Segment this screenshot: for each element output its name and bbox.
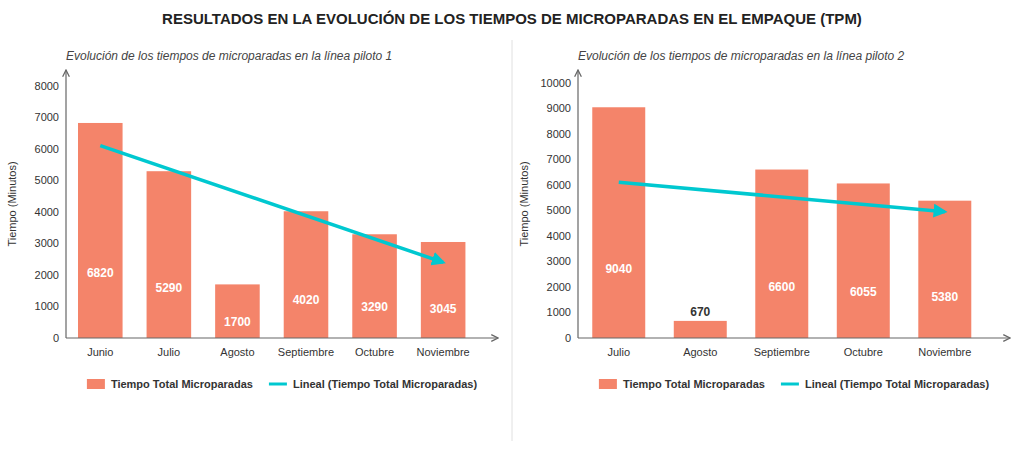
y-tick-label: 3000 bbox=[547, 255, 571, 267]
legend-item: Tiempo Total Microparadas bbox=[87, 378, 253, 390]
legend-swatch bbox=[781, 383, 799, 386]
data-label: 6600 bbox=[768, 280, 795, 294]
y-tick-label: 2000 bbox=[547, 281, 571, 293]
y-axis-label: Tiempo (Minutos) bbox=[6, 161, 18, 246]
data-label: 3290 bbox=[361, 300, 388, 314]
panel-divider bbox=[512, 40, 513, 441]
y-tick-label: 2000 bbox=[35, 269, 59, 281]
chart-panel: Evolución de los tiempos de microparadas… bbox=[6, 49, 498, 390]
y-tick-label: 1000 bbox=[35, 300, 59, 312]
data-label: 5290 bbox=[156, 281, 183, 295]
data-label: 5380 bbox=[931, 290, 958, 304]
y-tick-label: 5000 bbox=[35, 174, 59, 186]
x-tick-label: Septiembre bbox=[754, 346, 810, 358]
figure-title: RESULTADOS EN LA EVOLUCIÓN DE LOS TIEMPO… bbox=[162, 10, 862, 27]
subtitle: Evolución de los tiempos de microparadas… bbox=[578, 49, 905, 63]
legend-swatch bbox=[599, 379, 617, 389]
x-tick-label: Julio bbox=[607, 346, 630, 358]
y-tick-label: 0 bbox=[53, 332, 59, 344]
x-tick-label: Junio bbox=[87, 346, 113, 358]
bar bbox=[284, 211, 329, 338]
y-tick-label: 8000 bbox=[35, 80, 59, 92]
x-axis-line bbox=[66, 337, 498, 338]
legend-item: Lineal (Tiempo Total Microparadas) bbox=[269, 378, 478, 390]
trend-line bbox=[100, 146, 443, 263]
bar bbox=[352, 234, 397, 338]
legend-text: Tiempo Total Microparadas bbox=[623, 378, 765, 390]
y-tick-label: 5000 bbox=[547, 204, 571, 216]
x-tick-label: Octubre bbox=[844, 346, 883, 358]
chart-panel: Evolución de los tiempos de microparadas… bbox=[518, 49, 1010, 390]
legend-text: Lineal (Tiempo Total Microparadas) bbox=[805, 378, 990, 390]
bar bbox=[78, 123, 123, 338]
y-tick-label: 10000 bbox=[540, 77, 571, 89]
legend: Tiempo Total Microparadas Lineal (Tiempo … bbox=[87, 378, 478, 390]
x-tick-label: Noviembre bbox=[918, 346, 971, 358]
chart-root: RESULTADOS EN LA EVOLUCIÓN DE LOS TIEMPO… bbox=[0, 0, 1024, 451]
x-tick-label: Julio bbox=[158, 346, 181, 358]
y-tick-label: 3000 bbox=[35, 237, 59, 249]
data-label: 1700 bbox=[224, 315, 251, 329]
legend-swatch bbox=[269, 383, 287, 386]
x-tick-label: Octubre bbox=[355, 346, 394, 358]
data-label: 670 bbox=[690, 305, 710, 319]
y-tick-label: 1000 bbox=[547, 306, 571, 318]
data-label: 6055 bbox=[850, 285, 877, 299]
trend-line bbox=[619, 182, 945, 211]
legend-item: Lineal (Tiempo Total Microparadas) bbox=[781, 378, 990, 390]
x-axis-line bbox=[578, 337, 1010, 338]
y-tick-label: 9000 bbox=[547, 102, 571, 114]
data-labels: 6820 5290 1700 4020 3290 3045 bbox=[87, 266, 457, 328]
subtitle: Evolución de los tiempos de microparadas… bbox=[66, 49, 392, 63]
y-tick-label: 6000 bbox=[547, 179, 571, 191]
legend: Tiempo Total Microparadas Lineal (Tiempo … bbox=[599, 378, 990, 390]
bar bbox=[592, 107, 645, 338]
y-tick-label: 6000 bbox=[35, 143, 59, 155]
y-tick-label: 8000 bbox=[547, 128, 571, 140]
y-tick-label: 0 bbox=[565, 332, 571, 344]
y-axis-label: Tiempo (Minutos) bbox=[518, 161, 530, 246]
data-label: 4020 bbox=[293, 293, 320, 307]
bar bbox=[674, 321, 727, 338]
y-tick-label: 4000 bbox=[35, 206, 59, 218]
y-tick-label: 7000 bbox=[35, 111, 59, 123]
y-axis-line bbox=[65, 70, 66, 338]
data-labels: 9040 670 6600 6055 5380 bbox=[605, 262, 958, 319]
bar bbox=[215, 284, 260, 338]
legend-text: Tiempo Total Microparadas bbox=[111, 378, 253, 390]
plot-marks bbox=[592, 107, 971, 338]
y-tick-label: 7000 bbox=[547, 153, 571, 165]
legend-text: Lineal (Tiempo Total Microparadas) bbox=[293, 378, 478, 390]
data-label: 9040 bbox=[605, 262, 632, 276]
data-label: 6820 bbox=[87, 266, 114, 280]
y-tick-label: 4000 bbox=[547, 230, 571, 242]
data-label: 3045 bbox=[430, 302, 457, 316]
legend-item: Tiempo Total Microparadas bbox=[599, 378, 765, 390]
bar bbox=[147, 171, 192, 338]
x-tick-label: Agosto bbox=[683, 346, 717, 358]
legend-swatch bbox=[87, 379, 105, 389]
y-axis-line bbox=[577, 70, 578, 338]
bar bbox=[918, 201, 971, 338]
x-tick-label: Noviembre bbox=[417, 346, 470, 358]
x-tick-label: Septiembre bbox=[278, 346, 334, 358]
plot-marks bbox=[78, 123, 465, 338]
x-tick-label: Agosto bbox=[220, 346, 254, 358]
